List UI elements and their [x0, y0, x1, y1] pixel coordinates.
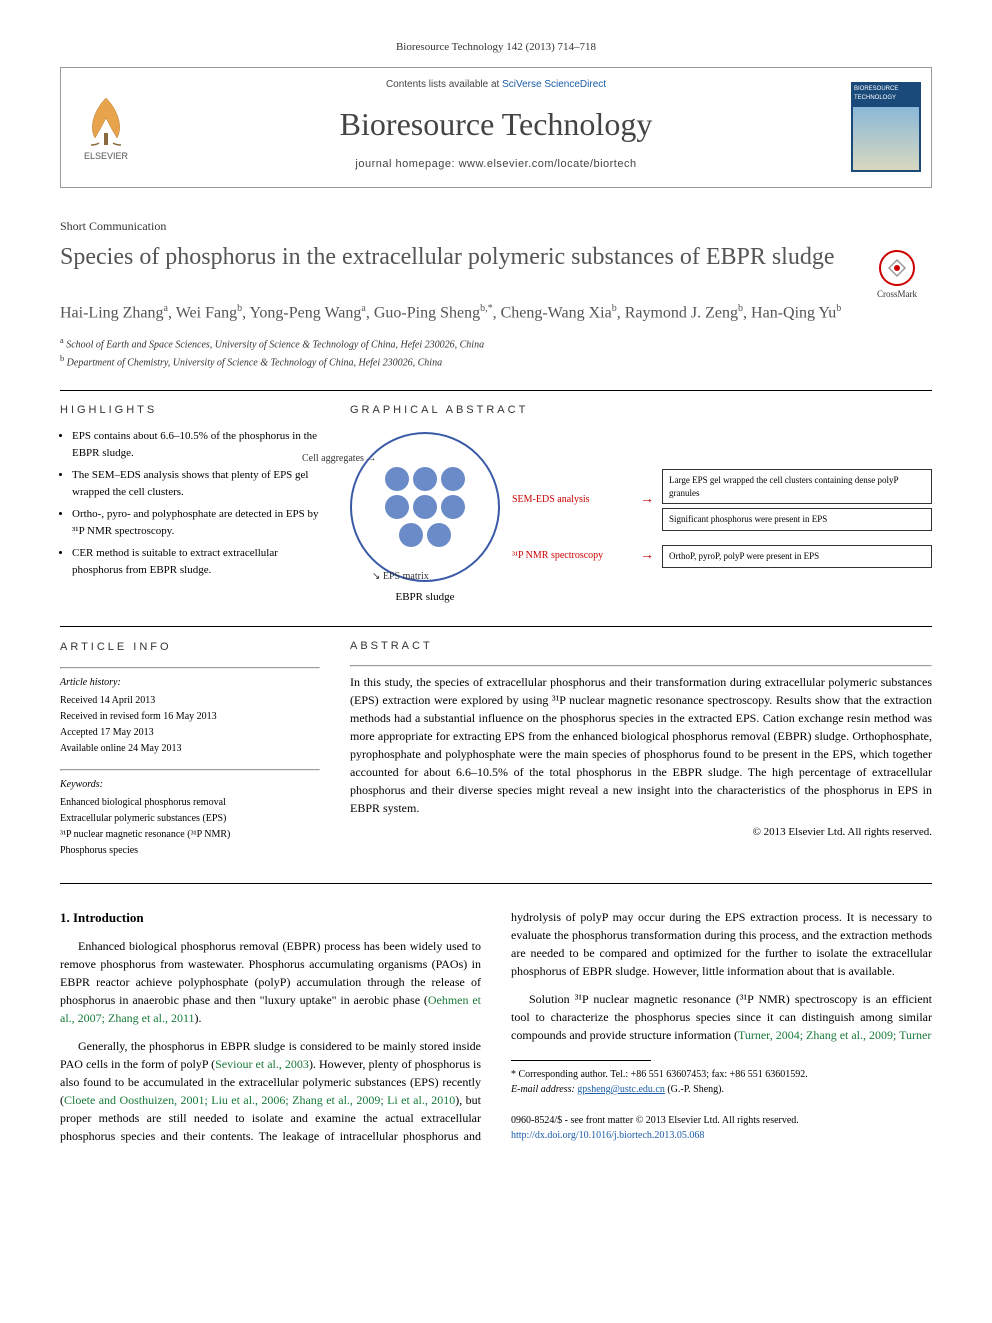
corresponding-author-footnote: * Corresponding author. Tel.: +86 551 63…	[511, 1067, 932, 1097]
body-text: 1. Introduction Enhanced biological phos…	[60, 908, 932, 1146]
keyword-line: ³¹P nuclear magnetic resonance (³¹P NMR)	[60, 827, 320, 843]
ga-row: ³¹P NMR spectroscopy → OrthoP, pyroP, poly…	[512, 545, 932, 568]
article-info-label: ARTICLE INFO	[60, 639, 320, 657]
highlight-item: EPS contains about 6.6–10.5% of the phos…	[72, 428, 320, 461]
keyword-line: Phosphorus species	[60, 843, 320, 859]
graphical-abstract: Cell aggregates → ↘ EPS matrix EBPR slud…	[350, 428, 932, 608]
keywords-heading: Keywords:	[60, 777, 320, 793]
rule	[60, 883, 932, 884]
contents-line: Contents lists available at SciVerse Sci…	[151, 78, 841, 92]
elsevier-text: ELSEVIER	[84, 150, 128, 163]
homepage-prefix: journal homepage:	[355, 158, 458, 170]
homepage-url[interactable]: www.elsevier.com/locate/biortech	[459, 158, 637, 170]
sciencedirect-link[interactable]: SciVerse ScienceDirect	[502, 79, 606, 90]
corr-author-line: * Corresponding author. Tel.: +86 551 63…	[511, 1067, 932, 1082]
issn-line: 0960-8524/$ - see front matter © 2013 El…	[511, 1113, 932, 1128]
body-paragraph: Enhanced biological phosphorus removal (…	[60, 937, 481, 1027]
history-line: Available online 24 May 2013	[60, 741, 320, 757]
abstract-column: ABSTRACT In this study, the species of e…	[350, 639, 932, 871]
journal-name: Bioresource Technology	[151, 102, 841, 147]
elsevier-logo: ELSEVIER	[71, 87, 141, 167]
journal-cover-box: BIORESOURCE TECHNOLOGY	[841, 68, 931, 186]
ga-ebpr-label: EBPR sludge	[396, 590, 455, 605]
highlights-label: HIGHLIGHTS	[60, 403, 320, 418]
abstract-text: In this study, the species of extracellu…	[350, 673, 932, 817]
abstract-label: ABSTRACT	[350, 639, 932, 654]
ga-row: SEM-EDS analysis → Large EPS gel wrapped t…	[512, 469, 932, 531]
footnote-rule	[511, 1060, 651, 1061]
cover-title: BIORESOURCE TECHNOLOGY	[851, 82, 921, 105]
history-line: Received 14 April 2013	[60, 693, 320, 709]
highlight-item: Ortho-, pyro- and polyphosphate are dete…	[72, 506, 320, 539]
highlight-item: CER method is suitable to extract extrac…	[72, 545, 320, 578]
arrow-icon: →	[640, 546, 654, 566]
email-label: E-mail address:	[511, 1084, 577, 1095]
arrow-icon: →	[640, 490, 654, 510]
crossmark-badge[interactable]: CrossMark	[862, 250, 932, 301]
history-line: Accepted 17 May 2013	[60, 725, 320, 741]
history-heading: Article history:	[60, 675, 320, 691]
citation-link[interactable]: Seviour et al., 2003	[215, 1057, 309, 1071]
ga-results: SEM-EDS analysis → Large EPS gel wrapped t…	[512, 469, 932, 567]
email-link[interactable]: gpsheng@ustc.edu.cn	[577, 1084, 665, 1095]
doi-link[interactable]: http://dx.doi.org/10.1016/j.biortech.201…	[511, 1130, 704, 1141]
contents-prefix: Contents lists available at	[386, 79, 502, 90]
crossmark-label: CrossMark	[877, 288, 917, 301]
authors: Hai-Ling Zhanga, Wei Fangb, Yong-Peng Wa…	[60, 301, 932, 325]
page-footer: 0960-8524/$ - see front matter © 2013 El…	[511, 1113, 932, 1143]
ga-result-box: Significant phosphorus were present in E…	[662, 508, 932, 531]
cover-image	[853, 107, 919, 170]
highlights-list: EPS contains about 6.6–10.5% of the phos…	[60, 428, 320, 578]
elsevier-tree-icon	[81, 93, 131, 148]
section-heading: 1. Introduction	[60, 908, 481, 928]
rule	[60, 390, 932, 391]
keyword-line: Enhanced biological phosphorus removal	[60, 795, 320, 811]
abstract-copyright: © 2013 Elsevier Ltd. All rights reserved…	[350, 825, 932, 840]
ga-method: ³¹P NMR spectroscopy	[512, 549, 632, 563]
graphical-abstract-label: GRAPHICAL ABSTRACT	[350, 403, 932, 418]
keyword-line: Extracellular polymeric substances (EPS)	[60, 811, 320, 827]
ga-result-box: OrthoP, pyroP, polyP were present in EPS	[662, 545, 932, 568]
ga-eps-label: ↘ EPS matrix	[372, 570, 429, 584]
ga-cell-label: Cell aggregates →	[302, 452, 376, 466]
journal-cover: BIORESOURCE TECHNOLOGY	[851, 82, 921, 172]
history-line: Received in revised form 16 May 2013	[60, 709, 320, 725]
citation-link[interactable]: Turner, 2004; Zhang et al., 2009; Turner	[738, 1028, 931, 1042]
body-paragraph: Solution ³¹P nuclear magnetic resonance …	[511, 990, 932, 1044]
publisher-logo-box: ELSEVIER	[61, 68, 151, 186]
crossmark-icon	[879, 250, 915, 286]
ga-method: SEM-EDS analysis	[512, 493, 632, 507]
article-type: Short Communication	[60, 218, 932, 235]
email-suffix: (G.-P. Sheng).	[665, 1084, 724, 1095]
ga-sludge-circle: Cell aggregates → ↘ EPS matrix	[350, 432, 500, 582]
affiliations: a School of Earth and Space Sciences, Un…	[60, 335, 932, 370]
citation-link[interactable]: Cloete and Oosthuizen, 2001; Liu et al.,…	[64, 1093, 455, 1107]
article-info: ARTICLE INFO Article history: Received 1…	[60, 639, 320, 871]
journal-masthead: ELSEVIER Contents lists available at Sci…	[60, 67, 932, 187]
top-citation: Bioresource Technology 142 (2013) 714–71…	[60, 40, 932, 55]
article-title: Species of phosphorus in the extracellul…	[60, 242, 835, 272]
highlight-item: The SEM–EDS analysis shows that plenty o…	[72, 467, 320, 500]
ga-result-box: Large EPS gel wrapped the cell clusters …	[662, 469, 932, 504]
rule	[60, 626, 932, 627]
homepage-line: journal homepage: www.elsevier.com/locat…	[151, 157, 841, 172]
